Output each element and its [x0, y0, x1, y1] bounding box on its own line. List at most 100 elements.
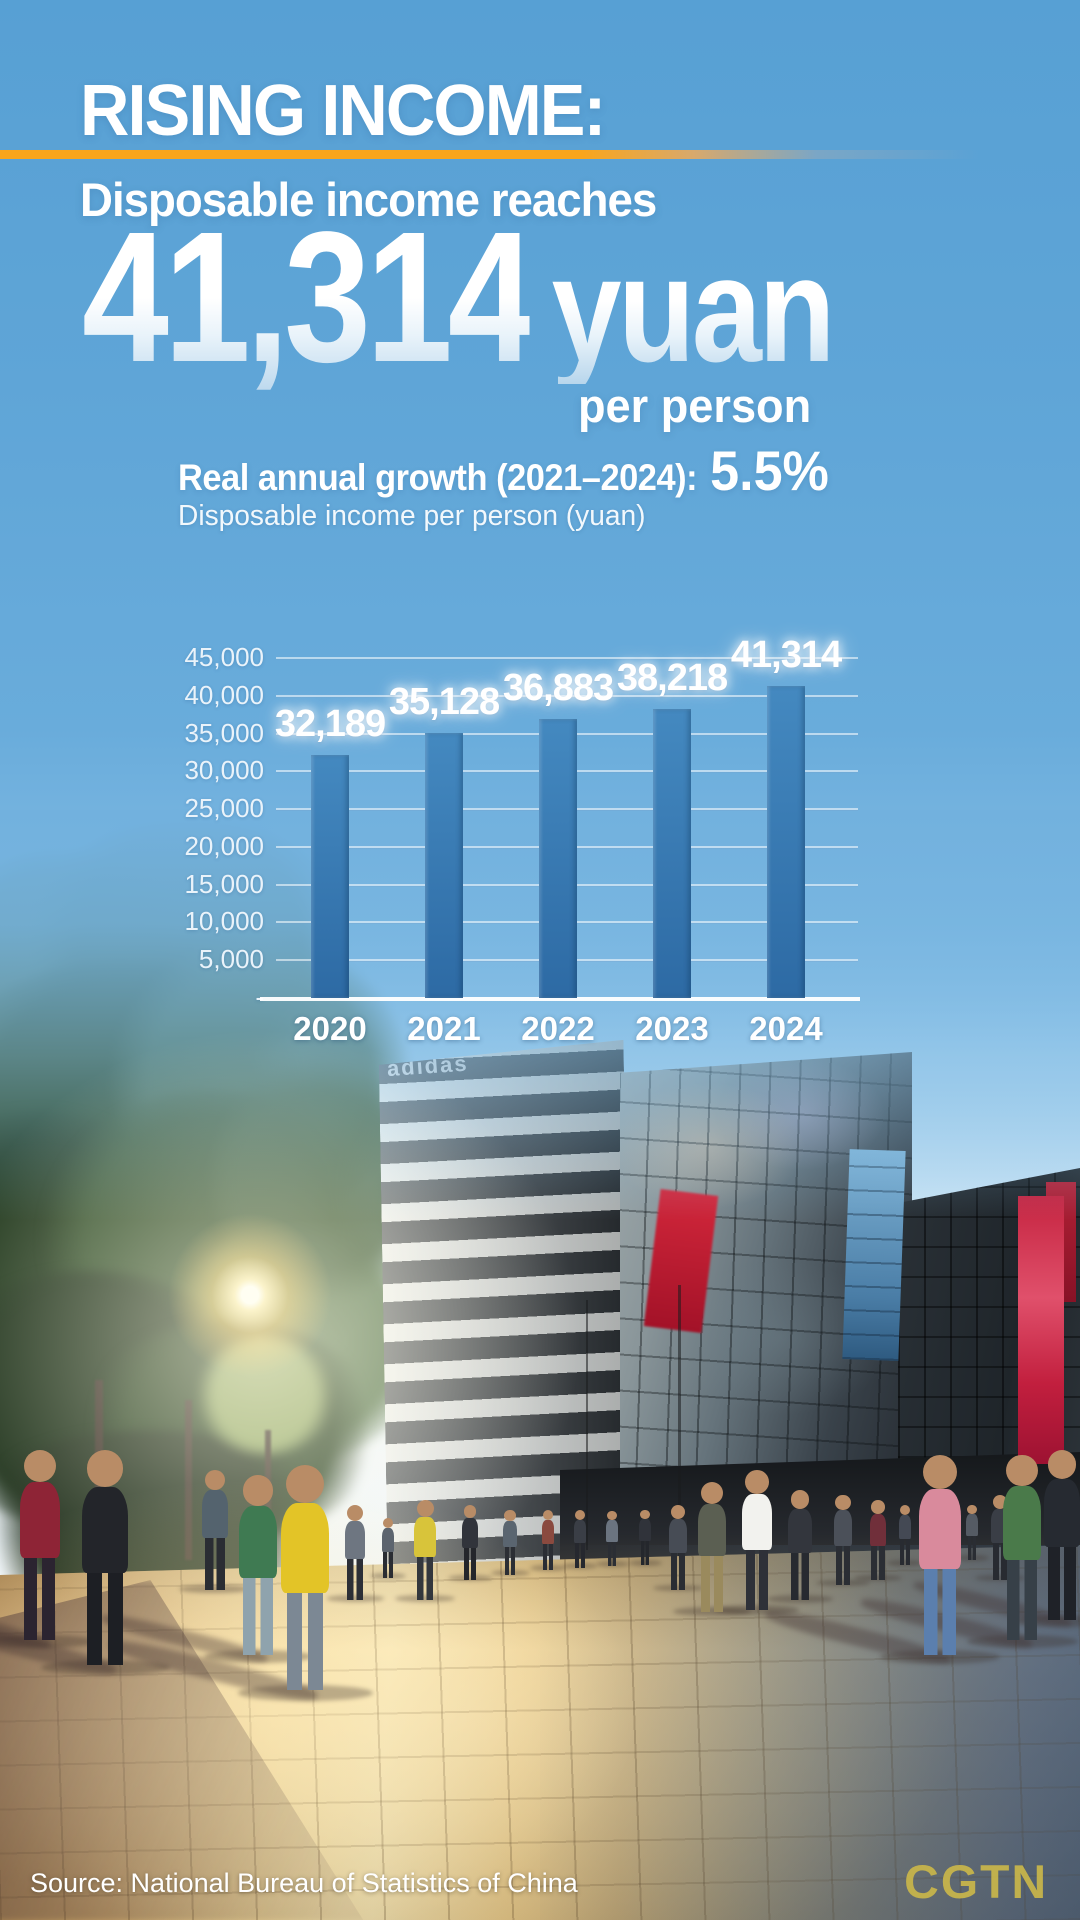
- pedestrian-head: [1047, 1450, 1077, 1479]
- pedestrian-torso: [462, 1517, 478, 1548]
- pedestrian-legs: [900, 1539, 910, 1565]
- pedestrian-legs: [923, 1569, 957, 1655]
- y-axis-tick: 45,000: [184, 642, 264, 672]
- pedestrian-torso: [239, 1505, 277, 1578]
- pedestrian-legs: [463, 1547, 477, 1580]
- bar-value-2021: 35,128: [388, 680, 500, 723]
- sun-icon: [165, 1210, 335, 1380]
- pedestrian-torso: [669, 1519, 687, 1554]
- page-subtitle: Disposable income reaches: [80, 173, 657, 226]
- pedestrian: [781, 1490, 818, 1600]
- bar-value-2020: 32,189: [274, 702, 386, 745]
- pedestrian-head: [835, 1495, 851, 1511]
- page-title: RISING INCOME:: [80, 71, 606, 151]
- chart-ylabel: Disposable income per person (yuan): [178, 500, 646, 532]
- pedestrian-torso: [869, 1513, 887, 1546]
- y-axis-tick: 35,000: [184, 717, 264, 748]
- pedestrian: [378, 1518, 398, 1578]
- pedestrian: [339, 1505, 371, 1600]
- pedestrian: [636, 1510, 655, 1565]
- red-banner: [1018, 1196, 1064, 1464]
- pedestrian-torso: [573, 1519, 587, 1544]
- pedestrian-legs: [1048, 1546, 1076, 1620]
- pedestrian-torso: [344, 1521, 365, 1560]
- pedestrian-legs: [671, 1553, 685, 1590]
- pedestrian-torso: [381, 1528, 395, 1553]
- pedestrian: [991, 1455, 1054, 1640]
- pedestrian: [408, 1500, 442, 1600]
- pedestrian-torso: [1002, 1486, 1042, 1561]
- pedestrian-head: [504, 1510, 516, 1522]
- pedestrian-head: [790, 1490, 810, 1509]
- pedestrian-shadow: [40, 1660, 170, 1676]
- lamp-pole: [678, 1285, 681, 1595]
- pedestrian-shadow: [237, 1685, 373, 1701]
- pedestrian-head: [700, 1482, 724, 1505]
- pedestrian-head: [86, 1450, 124, 1487]
- pedestrian: [195, 1470, 236, 1590]
- pedestrian-legs: [347, 1559, 363, 1600]
- pedestrian-torso: [898, 1515, 912, 1540]
- y-axis-tick: 20,000: [184, 830, 264, 861]
- bar-value-2022: 36,883: [502, 667, 614, 710]
- pedestrian-torso: [698, 1504, 726, 1557]
- hero-number-row: 41,314 yuan: [82, 205, 835, 393]
- x-axis-label-2021: 2021: [407, 1010, 481, 1047]
- pedestrian-legs: [745, 1549, 769, 1610]
- pedestrian: [227, 1475, 288, 1655]
- x-axis-label-2020: 2020: [293, 1010, 367, 1047]
- pedestrian-head: [670, 1505, 686, 1520]
- y-axis-tick: 5,000: [198, 944, 264, 975]
- pedestrian: [895, 1505, 915, 1565]
- pedestrian-shadow: [204, 1650, 312, 1663]
- pedestrian-head: [575, 1510, 585, 1520]
- y-axis-tick: 25,000: [184, 793, 264, 824]
- pedestrian-torso: [833, 1510, 853, 1547]
- pedestrian-legs: [871, 1545, 885, 1580]
- pedestrian-legs: [205, 1538, 225, 1590]
- pedestrian-legs: [543, 1544, 553, 1570]
- bar-value-2023: 38,218: [616, 657, 728, 700]
- pedestrian: [864, 1500, 891, 1580]
- pedestrian-shadow: [966, 1635, 1078, 1648]
- pedestrian-legs: [286, 1593, 324, 1690]
- pedestrian: [963, 1505, 982, 1560]
- bar-2023: [653, 709, 691, 998]
- pedestrian: [664, 1505, 693, 1590]
- pedestrian-torso: [414, 1517, 436, 1557]
- pedestrian-head: [542, 1510, 554, 1521]
- pedestrian-shadow: [0, 1635, 97, 1649]
- pedestrian-legs: [504, 1547, 516, 1575]
- pedestrian-legs: [87, 1572, 123, 1665]
- pedestrian-legs: [243, 1577, 273, 1655]
- chart-title-row: Real annual growth (2021–2024): 5.5%: [178, 438, 829, 503]
- source-note: Source: National Bureau of Statistics of…: [30, 1868, 578, 1898]
- hero-per-person: per person: [578, 379, 812, 432]
- pedestrian-legs: [383, 1552, 393, 1578]
- pedestrian-head: [382, 1518, 394, 1529]
- pedestrian: [68, 1450, 141, 1665]
- x-axis-label-2024: 2024: [749, 1010, 823, 1047]
- hero-unit: yuan: [551, 225, 835, 393]
- pedestrian-head: [463, 1505, 477, 1518]
- accent-rule: [0, 150, 1020, 159]
- pedestrian-head: [967, 1505, 977, 1515]
- pedestrian-torso: [742, 1493, 772, 1550]
- pedestrian: [690, 1482, 734, 1612]
- lamp-pole: [586, 1300, 588, 1550]
- chart-growth-value: 5.5%: [710, 439, 829, 502]
- pedestrian-head: [899, 1505, 911, 1516]
- pedestrian-torso: [541, 1520, 555, 1545]
- y-axis-tick: -: [158, 982, 264, 1013]
- pedestrian-head: [607, 1511, 617, 1521]
- pedestrian-head: [1006, 1455, 1038, 1487]
- bar-2022: [539, 719, 577, 998]
- pedestrian: [1033, 1450, 1080, 1620]
- pedestrian-legs: [607, 1542, 617, 1566]
- pedestrian-head: [23, 1450, 57, 1483]
- pedestrian-legs: [416, 1557, 434, 1600]
- gridline: [276, 694, 858, 697]
- cgtn-logo: CGTN: [904, 1855, 1048, 1908]
